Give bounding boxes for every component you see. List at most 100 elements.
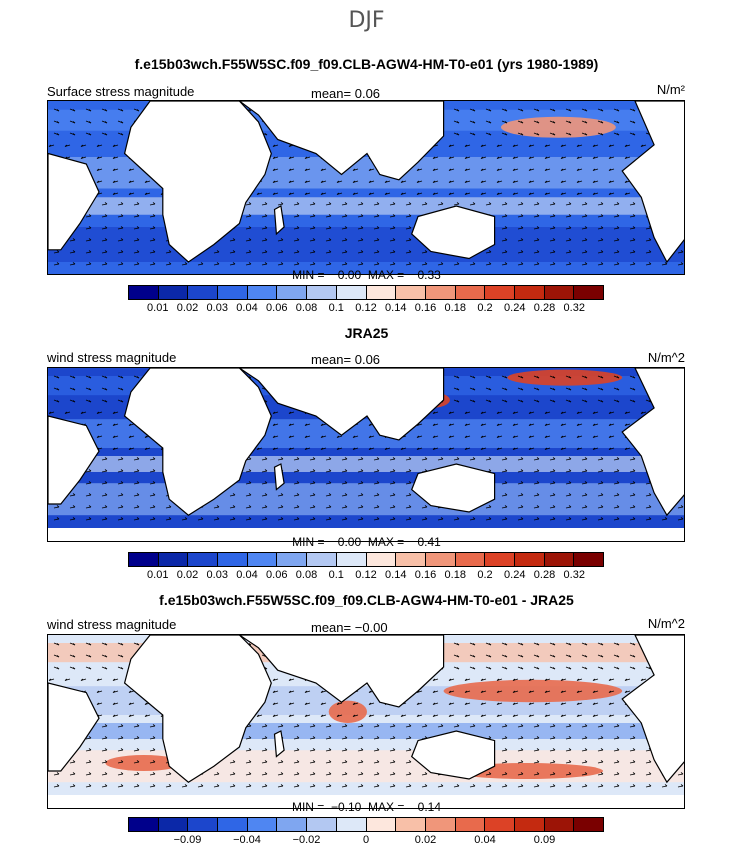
colorbar-swatch bbox=[514, 818, 545, 831]
colorbar-tick-label: 0.08 bbox=[295, 569, 318, 581]
colorbar-tick-label: 0.32 bbox=[563, 302, 585, 314]
field-hotspot bbox=[507, 369, 623, 386]
colorbar-swatch bbox=[425, 286, 456, 299]
continent-australia bbox=[410, 463, 496, 513]
colorbar-swatch bbox=[574, 286, 603, 299]
panel-1-map bbox=[47, 100, 685, 275]
colorbar-swatch bbox=[574, 818, 603, 831]
colorbar-swatch bbox=[366, 286, 397, 299]
colorbar-swatch bbox=[396, 286, 426, 299]
colorbar-swatch bbox=[129, 818, 159, 831]
panel-2-variable-label: wind stress magnitude bbox=[47, 350, 177, 365]
colorbar-swatch bbox=[188, 553, 219, 566]
colorbar-swatch bbox=[218, 818, 248, 831]
colorbar-swatch bbox=[336, 818, 367, 831]
colorbar-tick-label: 0.01 bbox=[147, 302, 169, 314]
colorbar-swatch bbox=[455, 286, 486, 299]
panel-3-units: N/m^2 bbox=[647, 616, 685, 631]
colorbar-swatch bbox=[158, 553, 189, 566]
colorbar-swatch bbox=[425, 553, 456, 566]
continent-americas bbox=[621, 101, 684, 264]
colorbar-swatch bbox=[336, 286, 367, 299]
colorbar-tick-label: 0.18 bbox=[444, 569, 466, 581]
continent-americas bbox=[621, 368, 684, 517]
colorbar-tick-label: 0.04 bbox=[236, 569, 258, 581]
colorbar-tick-label: 0.12 bbox=[355, 302, 377, 314]
colorbar-tick-label: 0.04 bbox=[474, 834, 496, 846]
colorbar-swatch bbox=[188, 286, 219, 299]
colorbar-swatch bbox=[247, 818, 278, 831]
continent-madagascar bbox=[273, 463, 285, 491]
panel-2-colorbar-ticks: 0.01 0.02 0.03 0.04 0.06 0.08 0.1 0.12 0.14 0.16 0… bbox=[128, 569, 604, 583]
colorbar-swatch bbox=[574, 553, 603, 566]
colorbar-tick-label: 0.28 bbox=[533, 569, 556, 581]
colorbar-swatch bbox=[158, 818, 189, 831]
colorbar-tick-label: 0.14 bbox=[385, 302, 407, 314]
colorbar-tick-label: 0.16 bbox=[414, 302, 437, 314]
panel-3-colorbar-ticks: −0.09 −0.04 −0.02 0 0.02 0.04 0.09 bbox=[128, 834, 604, 848]
colorbar-swatch bbox=[277, 553, 308, 566]
colorbar-swatch bbox=[455, 818, 486, 831]
colorbar-swatch bbox=[514, 553, 545, 566]
colorbar-swatch bbox=[247, 286, 278, 299]
continent-madagascar bbox=[273, 730, 285, 758]
panel-2-units: N/m^2 bbox=[647, 350, 685, 365]
panel-3-minmax: MIN = −0.10 MAX = 0.14 bbox=[291, 800, 442, 814]
panel-3-colorbar bbox=[128, 817, 604, 832]
panel-2-colorbar bbox=[128, 552, 604, 567]
colorbar-swatch bbox=[218, 286, 248, 299]
colorbar-swatch bbox=[485, 553, 515, 566]
colorbar-swatch bbox=[485, 286, 515, 299]
panel-1-mean: mean= 0.06 bbox=[311, 86, 381, 101]
colorbar-tick-label: 0.28 bbox=[533, 302, 556, 314]
panel-1-title: f.e15b03wch.F55W5SC.f09_f09.CLB-AGW4-HM-… bbox=[134, 56, 599, 72]
colorbar-tick-label: 0.12 bbox=[355, 569, 377, 581]
colorbar-swatch bbox=[307, 553, 337, 566]
continent-africa bbox=[123, 368, 272, 516]
colorbar-swatch bbox=[277, 286, 308, 299]
field-hotspot bbox=[328, 700, 367, 723]
colorbar-swatch bbox=[158, 286, 189, 299]
field-hotspot bbox=[500, 116, 616, 138]
continent-eurasia bbox=[238, 635, 445, 708]
panel-2-map bbox=[47, 367, 685, 542]
colorbar-swatch bbox=[277, 818, 308, 831]
colorbar-tick-label: 0.04 bbox=[236, 302, 258, 314]
colorbar-swatch bbox=[247, 553, 278, 566]
colorbar-swatch bbox=[455, 553, 486, 566]
continent-eurasia bbox=[238, 368, 445, 441]
field-band bbox=[48, 483, 684, 516]
colorbar-tick-label: 0.09 bbox=[533, 834, 556, 846]
continent-australia bbox=[411, 205, 496, 260]
colorbar-tick-label: 0.14 bbox=[385, 569, 407, 581]
colorbar-tick-label: 0.02 bbox=[176, 569, 199, 581]
continent-americas bbox=[621, 635, 684, 784]
colorbar-swatch bbox=[544, 553, 575, 566]
colorbar-tick-label: 0.02 bbox=[176, 302, 199, 314]
panel-1-colorbar bbox=[128, 285, 604, 300]
continent-africa bbox=[123, 635, 272, 783]
colorbar-swatch bbox=[485, 818, 515, 831]
colorbar-swatch bbox=[366, 553, 397, 566]
colorbar-swatch bbox=[336, 553, 367, 566]
continent-samerica_w bbox=[48, 152, 100, 251]
colorbar-tick-label: 0.06 bbox=[266, 569, 288, 581]
colorbar-tick-label: 0.08 bbox=[295, 302, 318, 314]
colorbar-swatch bbox=[366, 818, 397, 831]
panel-2-title: JRA25 bbox=[344, 325, 389, 341]
field-hotspot bbox=[105, 755, 182, 771]
colorbar-swatch bbox=[129, 553, 159, 566]
colorbar-tick-label: 0.1 bbox=[328, 302, 344, 314]
colorbar-tick-label: 0.2 bbox=[477, 569, 493, 581]
panel-1-colorbar-ticks: 0.01 0.02 0.03 0.04 0.06 0.08 0.1 0.12 0.14 0.16 0… bbox=[128, 302, 604, 316]
colorbar-swatch bbox=[188, 818, 219, 831]
colorbar-tick-label: 0.03 bbox=[206, 569, 228, 581]
colorbar-swatch bbox=[425, 818, 456, 831]
colorbar-tick-label: 0.24 bbox=[504, 569, 526, 581]
panel-3-variable-label: wind stress magnitude bbox=[47, 617, 177, 632]
colorbar-tick-label: 0.16 bbox=[414, 569, 437, 581]
colorbar-tick-label: 0.1 bbox=[328, 569, 344, 581]
colorbar-tick-label: −0.04 bbox=[233, 834, 261, 846]
field-band bbox=[48, 456, 684, 472]
continent-africa bbox=[123, 101, 272, 263]
